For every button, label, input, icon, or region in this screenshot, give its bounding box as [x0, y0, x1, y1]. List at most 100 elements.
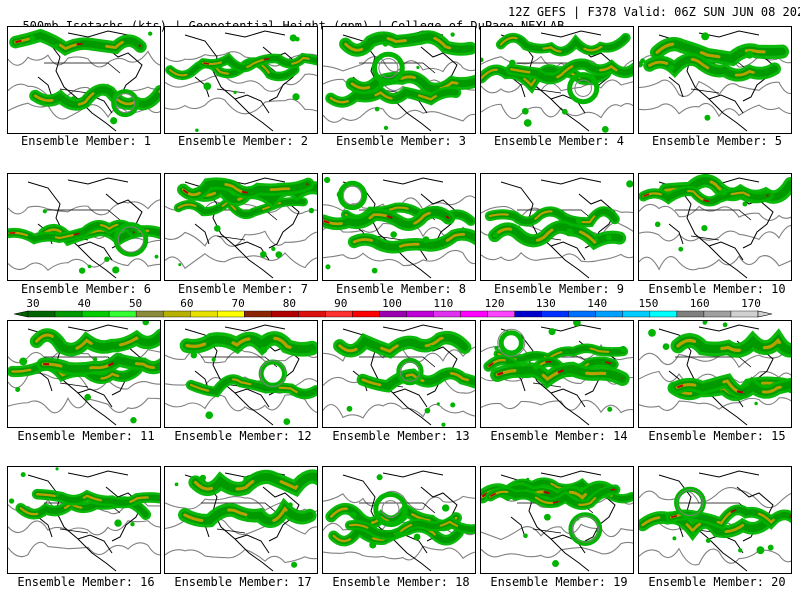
colorbar-tick-label: 90 [334, 297, 348, 310]
jet-streak-core [167, 59, 298, 80]
ensemble-member-label: Ensemble Member: 7 [177, 282, 309, 296]
ensemble-member-label: Ensemble Member: 12 [174, 429, 312, 443]
colorbar-tick-label: 30 [26, 297, 40, 310]
ensemble-panel-9 [480, 173, 634, 281]
ensemble-member-label: Ensemble Member: 4 [493, 134, 625, 148]
jet-streak-max [361, 372, 475, 388]
political-border [44, 62, 121, 94]
closed-low-isotach [111, 89, 140, 118]
jet-streak-max [185, 336, 314, 351]
ensemble-member-label: Ensemble Member: 20 [648, 575, 786, 589]
isotach-blob [243, 475, 249, 482]
isotach-blob [662, 343, 670, 350]
ensemble-member-label: Ensemble Member: 2 [177, 134, 309, 148]
colorbar-segment [135, 310, 164, 318]
ensemble-panel-7 [164, 173, 318, 281]
jet-streak-max [510, 62, 633, 80]
colorbar-segment [730, 310, 759, 318]
ensemble-panel-2 [164, 26, 318, 134]
isotach-blob [521, 107, 529, 115]
isotach-blob [260, 251, 267, 258]
isotach-blob [260, 346, 268, 354]
isotach-blob [422, 236, 430, 244]
isotach-blob [288, 502, 293, 508]
height-contour [165, 252, 317, 270]
height-contour [8, 50, 160, 68]
colorbar-tick-label: 120 [484, 297, 505, 310]
panel-map-16 [8, 467, 160, 572]
closed-low-isotach [371, 51, 405, 85]
colorbar-tick-label: 80 [282, 297, 297, 310]
isotach-blob [672, 536, 677, 541]
panel-map-3 [323, 30, 475, 132]
isotach-blob [701, 32, 710, 41]
ensemble-panel-16 [7, 466, 161, 574]
height-contour [323, 402, 475, 419]
political-border [675, 209, 752, 241]
closed-height-contour [115, 93, 136, 114]
isotach-blob [450, 32, 455, 37]
closed-low-isotach [498, 330, 524, 356]
isotach-blob [190, 351, 198, 359]
colorbar-segment [81, 310, 110, 318]
height-contour [8, 396, 160, 414]
closed-low-isotach [337, 180, 368, 211]
isotach-blob [154, 254, 159, 259]
colorbar-segment [703, 310, 732, 318]
colorbar-segment [568, 310, 596, 318]
isotach-blob [142, 321, 150, 326]
isotach-blob [178, 263, 182, 267]
isotach-blob [767, 544, 774, 551]
isotach-blob [523, 533, 528, 539]
isotach-blob [349, 511, 357, 519]
isotach-blob [55, 493, 59, 497]
colorbar-tick-label: 150 [638, 297, 659, 310]
isotach-blob [436, 402, 440, 406]
ensemble-member-label: Ensemble Member: 9 [493, 282, 625, 296]
ensemble-panel-14 [480, 320, 634, 428]
isotach-blob [29, 35, 36, 42]
isotach-blob [639, 61, 644, 68]
colorbar-arrow-right [757, 310, 773, 318]
isotach-blob [40, 100, 45, 106]
height-contour [481, 399, 633, 414]
isotach-blob [382, 41, 389, 47]
ensemble-member-label: Ensemble Member: 6 [20, 282, 152, 296]
colorbar-segment [595, 310, 624, 318]
ensemble-member-label: Ensemble Member: 5 [651, 134, 783, 148]
isotach-blob [561, 108, 568, 115]
isotach-blob [55, 467, 59, 471]
jet-streak-max [11, 363, 139, 380]
isotach-blob [15, 386, 21, 392]
colorbar-tick-label: 160 [689, 297, 710, 310]
isotach-blob [548, 328, 556, 336]
colorbar-tick-label: 100 [382, 297, 402, 310]
isotach-blob [346, 405, 353, 412]
jet-streak-peak [182, 182, 309, 196]
panel-map-1 [8, 28, 160, 132]
isotach-blob [390, 231, 397, 238]
height-contour [639, 79, 791, 98]
colorbar-segment [271, 310, 299, 318]
panel-map-9 [481, 177, 633, 279]
colorbar-segment [244, 310, 272, 318]
jet-streak-peak [487, 359, 614, 374]
colorbar-tick-label: 110 [433, 297, 454, 310]
ensemble-member-label: Ensemble Member: 19 [490, 575, 628, 589]
jet-streak-max [352, 233, 475, 249]
height-contour [481, 103, 633, 120]
colorbar-segment [352, 310, 380, 318]
height-contour [323, 545, 475, 561]
jet-streak-max [323, 210, 451, 227]
isotach-blob [565, 228, 574, 237]
isotach-blob [607, 406, 613, 412]
panel-map-8 [323, 176, 475, 279]
panel-map-19 [481, 470, 633, 572]
jet-streak-max [14, 34, 142, 51]
isotach-blob [291, 561, 298, 568]
colorbar-segment [298, 310, 326, 318]
jet-streak-max [338, 336, 467, 353]
isotach-blob [374, 106, 380, 112]
isotach-blob [383, 125, 389, 130]
height-contour [481, 251, 633, 263]
